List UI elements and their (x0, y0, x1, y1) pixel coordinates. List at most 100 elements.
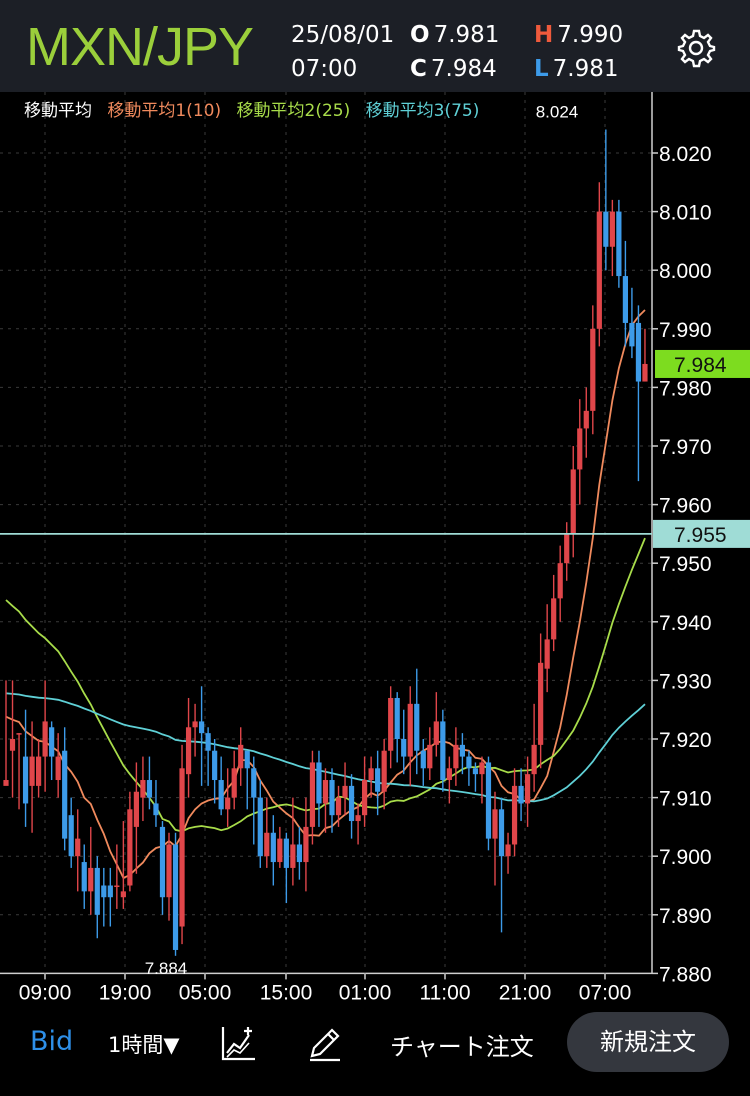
candle-body (531, 744, 537, 775)
candle (153, 780, 159, 827)
candle (590, 305, 596, 435)
y-tick-label: 7.940 (659, 612, 712, 635)
x-tick-label: 07:00 (579, 981, 632, 1000)
candle (635, 305, 642, 482)
candle (368, 756, 374, 798)
ma2-legend[interactable]: 移動平均2(25) (236, 101, 351, 121)
high-value: H 7.990 (534, 22, 624, 48)
candle (583, 387, 589, 458)
candle-body (127, 809, 133, 886)
y-tick-label: 8.020 (659, 143, 712, 166)
candle-body (140, 780, 146, 798)
candle (446, 756, 452, 804)
candle-body (375, 768, 381, 792)
candle (622, 240, 628, 347)
candle (511, 768, 518, 857)
candle (225, 768, 231, 827)
candle (570, 446, 576, 558)
hline-label: 7.955 (674, 524, 727, 547)
candle (290, 797, 296, 886)
candle-body (166, 844, 172, 898)
candle (9, 680, 16, 798)
candle-body (440, 721, 446, 781)
candle-body (362, 780, 368, 816)
chart-order-button[interactable]: チャート注文 (390, 1033, 534, 1061)
x-tick-label: 05:00 (179, 981, 232, 1000)
hline-label-bg (653, 519, 750, 548)
candle-date: 25/08/01 (291, 22, 395, 48)
candle-body (629, 322, 635, 347)
candle (596, 182, 602, 347)
candle-body (505, 844, 511, 857)
candle-body (114, 885, 120, 887)
ma-legend: 移動平均 移動平均1(10) 移動平均2(25) 移動平均3(75) (24, 96, 489, 121)
y-tick-label: 7.980 (659, 377, 712, 400)
candle (407, 686, 413, 786)
candle (342, 762, 348, 816)
candle-body (368, 768, 374, 781)
candle (88, 826, 94, 915)
candle (381, 739, 387, 810)
candle-body (609, 211, 615, 247)
candle (264, 797, 270, 868)
candle (316, 750, 322, 827)
y-tick-label: 7.970 (659, 436, 712, 459)
candle-body (159, 826, 166, 898)
candle-body (270, 832, 276, 863)
candle (244, 750, 250, 810)
candle (159, 821, 166, 915)
x-tick-label: 15:00 (260, 981, 313, 1000)
candle-body (453, 744, 459, 769)
candle (557, 545, 563, 622)
ma1-legend[interactable]: 移動平均1(10) (107, 101, 222, 121)
candle-body (244, 750, 250, 769)
open-value: O 7.981 (410, 22, 500, 48)
candle (629, 287, 635, 359)
candle-time: 07:00 (291, 56, 358, 82)
ma3-legend[interactable]: 移動平均3(75) (365, 101, 480, 121)
candle-body (388, 697, 394, 751)
candle (642, 328, 648, 382)
candle (3, 680, 9, 786)
candle-body (596, 211, 602, 329)
candle-body (277, 838, 283, 863)
indicator-icon[interactable] (220, 1024, 258, 1062)
pencil-icon[interactable] (306, 1024, 344, 1062)
y-tick-label: 7.960 (659, 495, 712, 518)
candle (62, 727, 68, 851)
candle-body (381, 750, 387, 792)
candle-body (427, 744, 433, 769)
candle-body (49, 727, 55, 757)
candle-body (22, 756, 29, 804)
candle-body (590, 328, 596, 411)
candle (401, 709, 407, 775)
candlestick-chart[interactable]: 7.955 7.984 8.024 7.884 8.020 8.010 8.000 7.99… (0, 92, 750, 1000)
currency-pair[interactable]: MXN/JPY (26, 17, 254, 77)
close-value: C 7.984 (410, 56, 497, 82)
candle-body (75, 838, 81, 857)
candle (75, 809, 81, 892)
candle-body (564, 533, 570, 564)
candle-body (251, 768, 257, 798)
candle (388, 686, 394, 769)
candle-body (42, 721, 48, 757)
candle (133, 762, 139, 874)
candle (107, 867, 113, 927)
timeframe-select[interactable]: 1時間▼ (108, 1033, 180, 1057)
candle-body (231, 768, 237, 798)
candle-body (107, 885, 113, 898)
gear-icon[interactable] (676, 28, 716, 68)
candle (309, 750, 316, 845)
candle-body (257, 797, 263, 857)
candle (22, 709, 29, 827)
candle (375, 750, 381, 816)
new-order-button[interactable]: 新規注文 (567, 1012, 729, 1072)
candle (185, 697, 192, 798)
candle-body (62, 750, 68, 839)
bid-toggle[interactable]: Bid (30, 1026, 74, 1057)
candle (498, 797, 505, 933)
candle-body (525, 774, 531, 804)
candle (348, 774, 355, 839)
candle-body (355, 815, 361, 822)
candle (472, 762, 479, 792)
